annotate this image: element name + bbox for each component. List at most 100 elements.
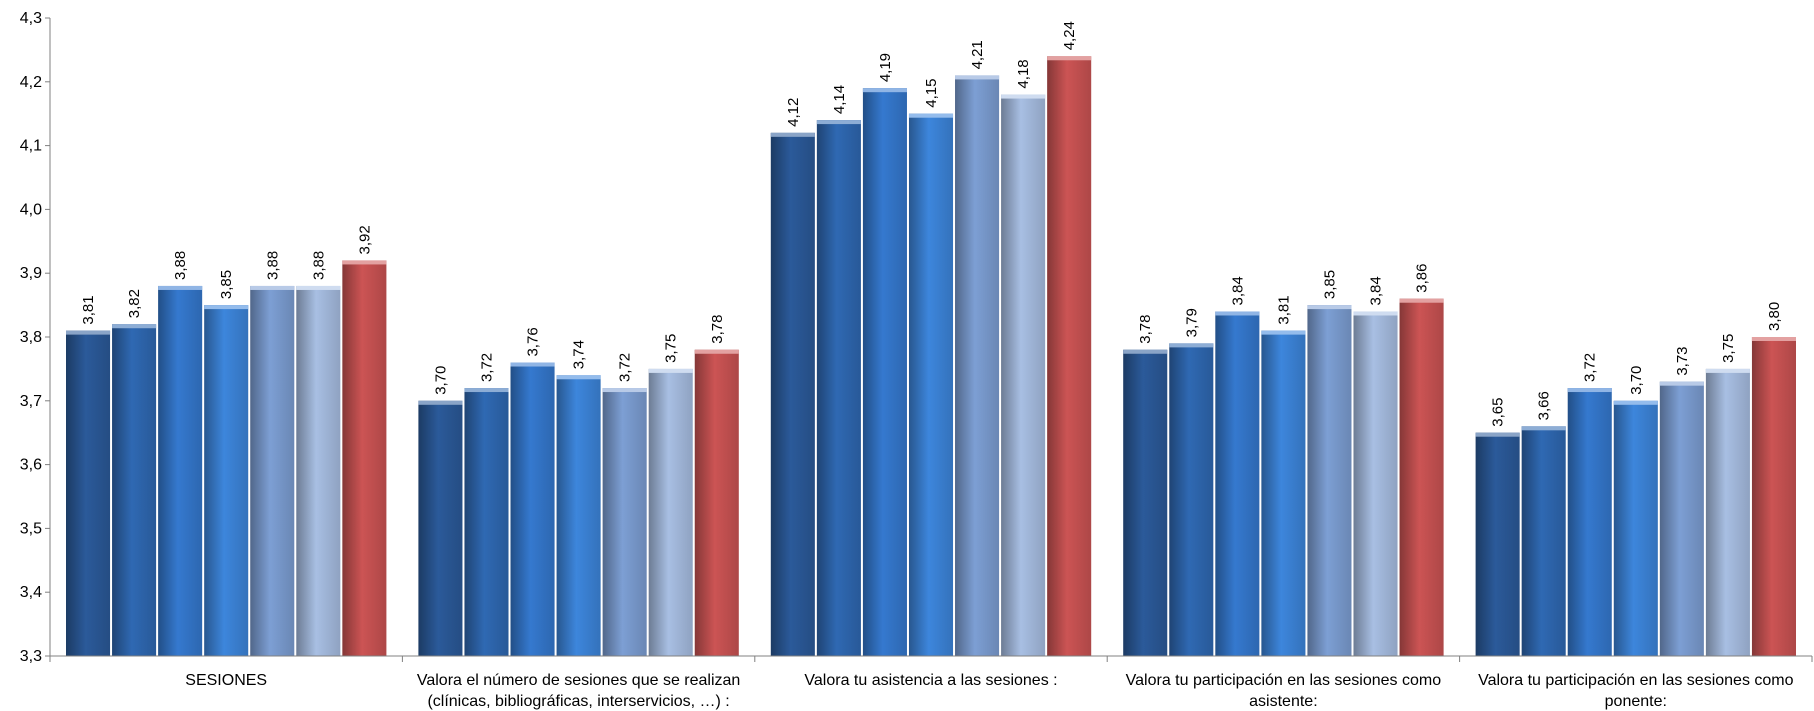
- bar: [112, 324, 157, 656]
- bar-top-highlight: [1751, 337, 1796, 341]
- bar: [342, 260, 387, 656]
- y-tick-label: 3,4: [20, 584, 42, 601]
- bar: [556, 375, 601, 656]
- value-label: 3,82: [126, 289, 143, 318]
- bar-top-highlight: [342, 260, 387, 265]
- bar: [1705, 368, 1750, 656]
- bar: [204, 305, 249, 656]
- x-category-label: Valora tu participación en las sesiones …: [1126, 672, 1442, 710]
- bar-top-highlight: [1169, 343, 1214, 348]
- bar: [955, 75, 1000, 657]
- bar-top-highlight: [296, 285, 341, 290]
- bar-top-highlight: [816, 120, 861, 125]
- y-tick-label: 3,8: [20, 329, 42, 346]
- y-tick-label: 4,0: [20, 201, 42, 218]
- bar-top-highlight: [1261, 330, 1306, 335]
- x-category-label-line: Valora tu participación en las sesiones …: [1478, 672, 1794, 689]
- y-tick-label: 4,1: [20, 138, 42, 155]
- value-labels-layer: 3,81 3,82 3,88 3,85 3,88 3,88 3,92 3,70 3,72 3,76…: [80, 21, 1783, 427]
- bar: [648, 368, 693, 656]
- bar: [1261, 330, 1306, 656]
- x-category-label-line: asistente:: [1249, 693, 1317, 710]
- bars-layer: [66, 56, 1796, 657]
- value-label: 3,73: [1674, 346, 1691, 375]
- x-axis: SESIONES Valora el número de sesiones que…: [49, 655, 1813, 710]
- bar-top-highlight: [1567, 388, 1612, 393]
- bar-top-highlight: [1399, 298, 1444, 303]
- bar-top-highlight: [1353, 311, 1398, 316]
- bar: [1047, 56, 1092, 656]
- bar: [862, 88, 907, 657]
- bar-top-highlight: [955, 75, 1000, 80]
- value-label: 3,70: [432, 366, 449, 395]
- bar-top-highlight: [1001, 94, 1046, 99]
- bar-top-highlight: [158, 285, 203, 290]
- value-label: 4,19: [877, 53, 894, 82]
- bar-top-highlight: [602, 388, 647, 393]
- bar: [250, 285, 295, 656]
- y-tick-label: 4,3: [20, 10, 42, 27]
- bar: [1307, 305, 1352, 656]
- y-tick-label: 3,3: [20, 648, 42, 665]
- y-axis: 3,3 3,4 3,5 3,6 3,7 3,8 3,9 4,0 4,1 4,2 4,3: [20, 10, 51, 665]
- value-label: 4,15: [923, 78, 940, 107]
- bar-top-highlight: [66, 330, 111, 335]
- bar: [66, 330, 111, 656]
- bar: [510, 362, 555, 656]
- value-label: 4,18: [1015, 59, 1032, 88]
- value-label: 3,81: [1275, 295, 1292, 324]
- x-category-label-line: (clínicas, bibliográficas, interservicio…: [427, 693, 729, 710]
- bar-top-highlight: [1307, 305, 1352, 310]
- bar: [1215, 311, 1260, 656]
- value-label: 3,76: [525, 327, 542, 356]
- value-label: 4,24: [1061, 21, 1078, 50]
- bar: [1659, 381, 1704, 656]
- bar: [1399, 298, 1444, 656]
- value-label: 3,88: [264, 251, 281, 280]
- bar-top-highlight: [556, 375, 601, 380]
- bar-top-highlight: [1215, 311, 1260, 316]
- bar: [1001, 94, 1046, 656]
- bar: [1613, 400, 1658, 656]
- x-category-label: Valora tu asistencia a las sesiones :: [804, 672, 1057, 689]
- value-label: 3,78: [1137, 315, 1154, 344]
- value-label: 3,74: [571, 340, 588, 369]
- bar: [908, 113, 954, 656]
- x-category-label-line: Valora tu participación en las sesiones …: [1126, 672, 1442, 689]
- bar-top-highlight: [464, 388, 509, 393]
- bar-top-highlight: [862, 88, 907, 93]
- bar-top-highlight: [1659, 381, 1704, 386]
- bar-top-highlight: [770, 132, 815, 137]
- value-label: 3,72: [617, 353, 634, 382]
- value-label: 3,85: [1321, 270, 1338, 299]
- bar: [694, 349, 739, 656]
- bar-top-highlight: [908, 113, 954, 118]
- bar: [464, 388, 509, 656]
- value-label: 3,78: [709, 315, 726, 344]
- bar-top-highlight: [510, 362, 555, 367]
- x-category-label-line: Valora el número de sesiones que se real…: [417, 672, 740, 689]
- bar: [1751, 337, 1796, 656]
- value-label: 3,72: [1582, 353, 1599, 382]
- y-tick-label: 3,6: [20, 457, 42, 474]
- bar-top-highlight: [694, 349, 739, 354]
- bar-top-highlight: [1613, 400, 1658, 405]
- value-label: 3,65: [1490, 397, 1507, 426]
- value-label: 3,84: [1368, 276, 1385, 305]
- value-label: 3,66: [1536, 391, 1553, 420]
- bar: [418, 400, 463, 656]
- value-label: 3,80: [1766, 302, 1783, 331]
- value-label: 4,12: [785, 98, 802, 127]
- bar-top-highlight: [1521, 426, 1566, 431]
- bar-top-highlight: [1123, 349, 1168, 354]
- bar: [1475, 432, 1520, 656]
- y-tick-label: 3,5: [20, 520, 42, 537]
- bar-top-highlight: [648, 368, 693, 373]
- value-label: 3,75: [663, 334, 680, 363]
- value-label: 3,85: [218, 270, 235, 299]
- bar: [816, 120, 861, 656]
- y-tick-label: 3,7: [20, 393, 42, 410]
- value-label: 3,75: [1720, 334, 1737, 363]
- value-label: 4,14: [831, 85, 848, 114]
